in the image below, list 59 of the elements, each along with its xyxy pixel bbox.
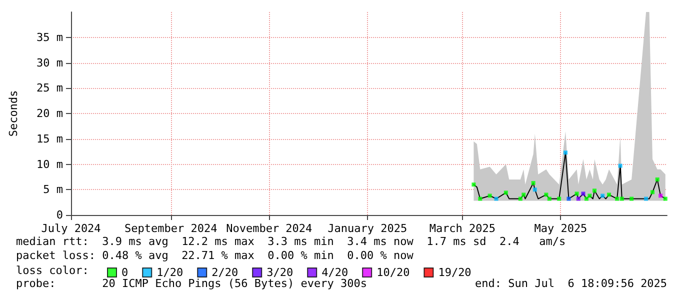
point: [644, 196, 648, 201]
point: [564, 150, 568, 155]
y-tick-label: 20 m: [36, 107, 64, 120]
point: [630, 196, 634, 201]
y-tick-label: 0: [56, 208, 63, 222]
x-tick-label: July 2024: [41, 222, 102, 235]
y-tick-label: 10 m: [36, 158, 64, 171]
point: [588, 194, 592, 198]
text: packet loss: 0.48 % avg 22.71 % max 0.00 % min 0.00 % now: [16, 249, 414, 262]
point: [547, 196, 552, 201]
legend-label: 10/20: [376, 266, 410, 279]
legend-label: 4/20: [322, 266, 348, 279]
text: median rtt: 3.9 ms avg 12.2 ms max 3.3 ms min 3.4 ms now 1.7 ms sd 2.4 am/s: [16, 235, 566, 248]
legend-label: 1/20: [156, 266, 184, 279]
point: [607, 192, 612, 197]
legend-label: 3/20: [266, 266, 294, 279]
point: [522, 192, 526, 197]
point: [574, 192, 579, 196]
point: [655, 177, 660, 182]
point: [532, 188, 537, 192]
x-tick-label: September 2024: [124, 222, 218, 235]
x-tick-label: November 2024: [226, 222, 313, 235]
point: [658, 194, 663, 198]
point: [663, 196, 668, 201]
y-axis-title: Seconds: [7, 90, 20, 137]
point: [494, 196, 498, 201]
point: [472, 182, 476, 187]
legend-title: loss color:: [16, 264, 89, 277]
point: [600, 194, 605, 198]
point: [615, 196, 620, 201]
point: [618, 164, 622, 168]
point: [518, 196, 522, 201]
y-tick-label: 35 m: [36, 30, 64, 44]
legend-label: 2/20: [212, 266, 238, 279]
point: [650, 190, 655, 194]
x-tick-label: May 2025: [534, 222, 588, 235]
point: [592, 188, 597, 193]
point: [581, 192, 586, 196]
y-tick-label: 30 m: [36, 56, 64, 70]
point: [478, 196, 482, 201]
point: [620, 196, 624, 201]
y-tick-label: 15 m: [36, 132, 64, 146]
point: [488, 194, 492, 198]
legend-label: 19/20: [438, 266, 472, 279]
point: [576, 196, 580, 201]
line-series: [473, 152, 666, 200]
y-tick-label: 5 m: [43, 183, 64, 196]
text: probe: 20 ICMP Echo Pings (56 Bytes) every 300s: [16, 277, 367, 290]
point: [566, 196, 571, 201]
point: [584, 196, 588, 201]
point: [544, 192, 548, 197]
x-tick-label: March 2025: [429, 222, 496, 235]
text: end: Sun Jul 6 18:09:56 2025: [475, 277, 668, 290]
point: [557, 196, 562, 201]
x-tick-label: January 2025: [328, 222, 408, 235]
point: [504, 190, 508, 195]
point: [531, 181, 536, 186]
y-tick-label: 25 m: [36, 82, 64, 95]
legend-label: 0: [122, 266, 128, 279]
